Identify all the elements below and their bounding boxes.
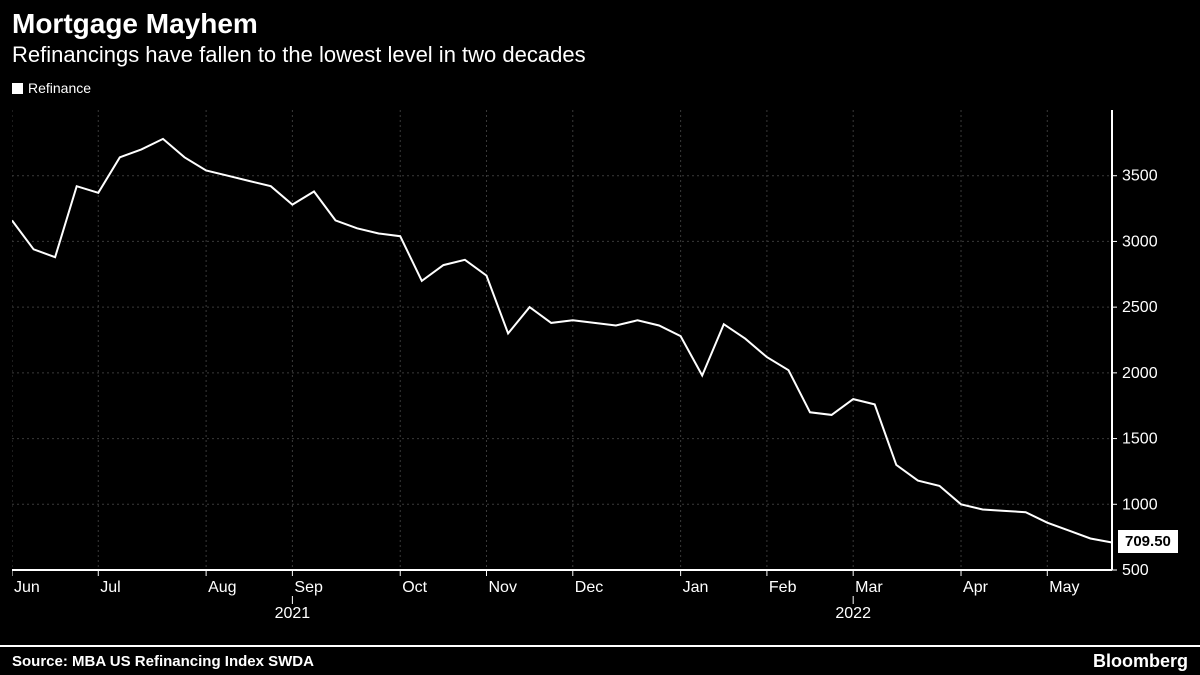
svg-text:3000: 3000 bbox=[1122, 233, 1158, 250]
svg-text:Jun: Jun bbox=[14, 579, 40, 596]
svg-text:Aug: Aug bbox=[208, 579, 236, 596]
svg-text:Nov: Nov bbox=[489, 579, 517, 596]
svg-text:2500: 2500 bbox=[1122, 299, 1158, 316]
svg-text:Dec: Dec bbox=[575, 579, 603, 596]
footer-bar: Source: MBA US Refinancing Index SWDA Bl… bbox=[0, 645, 1200, 675]
source-text: Source: MBA US Refinancing Index SWDA bbox=[12, 653, 314, 670]
legend-swatch bbox=[12, 83, 23, 94]
brand-logo: Bloomberg bbox=[1093, 651, 1188, 672]
svg-text:Jul: Jul bbox=[100, 579, 120, 596]
svg-text:May: May bbox=[1049, 579, 1079, 596]
svg-text:2000: 2000 bbox=[1122, 365, 1158, 382]
svg-text:500: 500 bbox=[1122, 562, 1149, 579]
svg-text:1500: 1500 bbox=[1122, 431, 1158, 448]
svg-text:Oct: Oct bbox=[402, 579, 427, 596]
svg-text:1000: 1000 bbox=[1122, 496, 1158, 513]
chart-area: 500100015002000250030003500JunJulAugSepO… bbox=[12, 110, 1188, 590]
svg-text:Mar: Mar bbox=[855, 579, 883, 596]
svg-text:Jan: Jan bbox=[683, 579, 709, 596]
svg-text:3500: 3500 bbox=[1122, 168, 1158, 185]
svg-text:Apr: Apr bbox=[963, 579, 989, 596]
chart-subtitle: Refinancings have fallen to the lowest l… bbox=[0, 42, 1200, 76]
endpoint-value-label: 709.50 bbox=[1118, 530, 1178, 553]
svg-text:2021: 2021 bbox=[275, 605, 311, 622]
chart-title: Mortgage Mayhem bbox=[0, 0, 1200, 42]
svg-text:Feb: Feb bbox=[769, 579, 797, 596]
legend-label: Refinance bbox=[28, 80, 91, 96]
svg-text:Sep: Sep bbox=[294, 579, 323, 596]
line-chart: 500 1000 1500 2000 2500 3000 3500 Jun Jul Aug Sep O… bbox=[12, 110, 1188, 630]
legend: Refinance bbox=[0, 76, 1200, 102]
svg-text:2022: 2022 bbox=[835, 605, 871, 622]
